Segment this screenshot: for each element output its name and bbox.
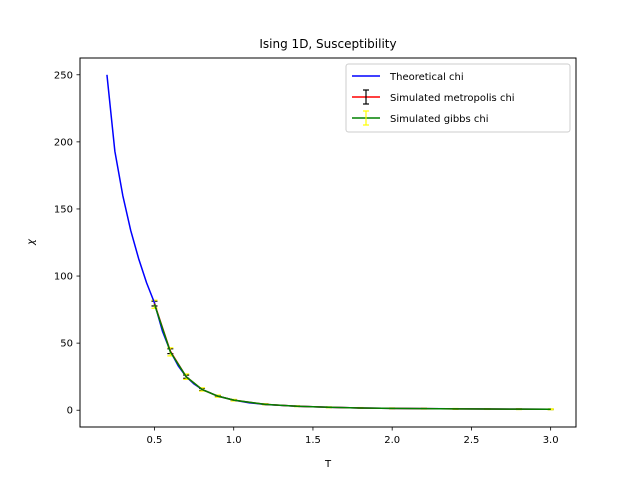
- x-axis: 0.5 1.0 1.5 2.0 2.5 3.0: [147, 427, 559, 446]
- x-tick-label: 1.5: [305, 435, 321, 446]
- y-tick-label: 200: [54, 137, 73, 148]
- y-tick-label: 0: [67, 406, 73, 417]
- legend-label-simulated-gibbs-chi: Simulated gibbs chi: [390, 114, 489, 125]
- y-tick-label: 150: [54, 204, 73, 215]
- legend: Theoretical chi Simulated metropolis chi S…: [345, 63, 571, 133]
- axes-frame: [79, 57, 577, 428]
- y-tick-label: 50: [60, 339, 73, 350]
- x-tick-label: 2.5: [463, 435, 479, 446]
- simulated-gibbs-chi-line: [153, 303, 551, 411]
- x-axis-label: T: [324, 459, 332, 470]
- legend-label-theoretical-chi: Theoretical chi: [389, 72, 464, 83]
- y-axis-label: χ: [26, 238, 37, 246]
- x-tick-label: 0.5: [147, 435, 163, 446]
- legend-box: [345, 63, 571, 133]
- x-tick-label: 1.0: [226, 435, 242, 446]
- y-tick-label: 100: [54, 272, 73, 283]
- x-tick-label: 3.0: [543, 435, 559, 446]
- chart-title: Ising 1D, Susceptibility: [259, 37, 396, 51]
- x-tick-label: 2.0: [384, 435, 400, 446]
- y-axis: 0 50 100 150 200 250: [54, 70, 80, 417]
- plot-area: [106, 74, 554, 411]
- y-tick-label: 250: [54, 70, 73, 81]
- legend-label-simulated-metropolis-chi: Simulated metropolis chi: [390, 93, 515, 104]
